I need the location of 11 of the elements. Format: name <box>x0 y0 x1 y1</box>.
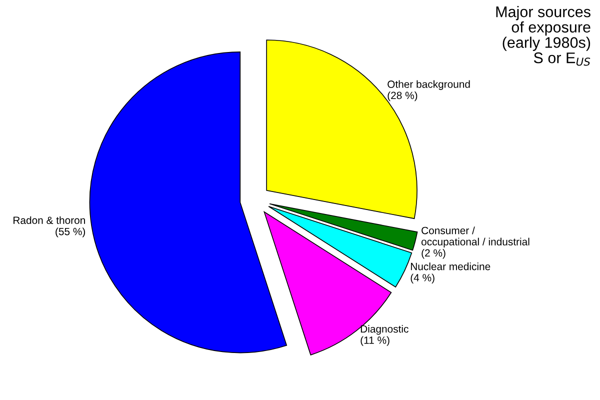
slice-label: Nuclear medicine <box>410 262 490 270</box>
data-label: (28 %) <box>388 91 418 102</box>
data-label: (4 %) <box>410 274 434 284</box>
slice-label: Other background <box>388 80 470 90</box>
slice-label: Radon & thoron <box>14 216 85 224</box>
slice-label: Diagnostic <box>360 325 408 335</box>
data-label: (55 %) <box>56 228 86 238</box>
data-label: (2 %) <box>422 249 446 259</box>
slice-label: Consumer / occupational / industrial <box>422 226 530 248</box>
chart-title: Major sources of exposure (early 1980s) S or E$_{US}$ <box>496 6 590 66</box>
data-label: (11 %) <box>360 336 390 346</box>
